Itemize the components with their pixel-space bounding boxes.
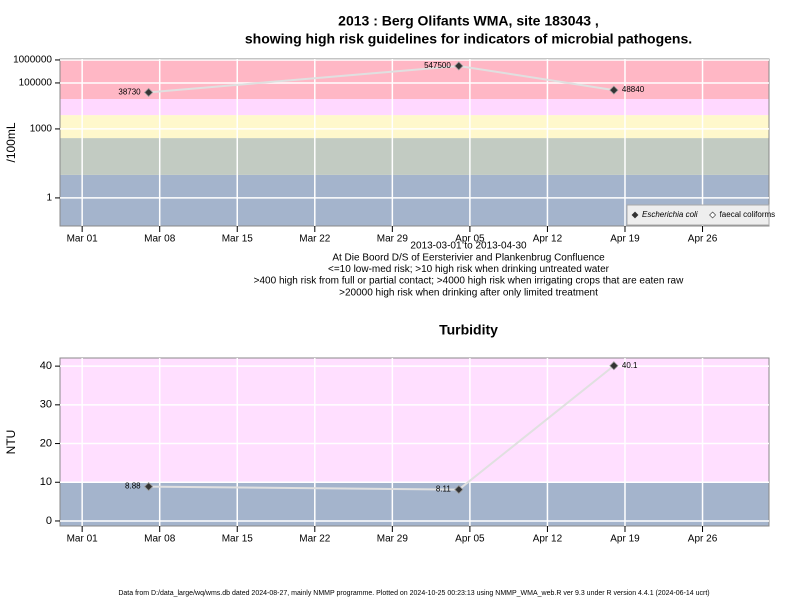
risk-band: [60, 59, 769, 100]
x-tick-label: Mar 08: [144, 234, 176, 245]
x-tick-label: Mar 22: [299, 534, 331, 545]
value-label: 48840: [622, 85, 645, 94]
x-tick-label: Apr 19: [610, 534, 640, 545]
note-line: >400 high risk from full or partial cont…: [254, 276, 684, 287]
y-tick-label: 1000: [30, 124, 53, 135]
footer: Data from D:/data_large/wq/wms.db dated …: [118, 590, 709, 597]
y-axis-label: NTU: [4, 430, 18, 455]
plot-frame: [59, 357, 770, 527]
y-tick-label: 10: [40, 476, 52, 488]
legend-label: faecal coliforms: [720, 210, 776, 219]
y-tick-label: 20: [40, 437, 52, 449]
x-tick-label: Apr 12: [533, 234, 563, 245]
legend-symbol: [631, 211, 639, 219]
x-tick-label: Apr 05: [455, 234, 485, 245]
y-tick-label: 40: [40, 360, 52, 372]
x-tick-label: Mar 01: [67, 234, 99, 245]
legend-box: [626, 204, 770, 226]
x-tick-label: Apr 12: [533, 534, 563, 545]
data-point: [454, 485, 464, 495]
value-label: 40.1: [622, 361, 638, 370]
note-line: At Die Boord D/S of Eersterivier and Pla…: [332, 252, 605, 263]
note-line: <=10 low-med risk; >10 high risk when dr…: [328, 264, 610, 275]
x-tick-label: Apr 19: [610, 234, 640, 245]
y-tick-label: 100000: [19, 78, 53, 89]
x-tick-label: Mar 22: [299, 234, 331, 245]
y-tick-label: 30: [40, 399, 52, 411]
risk-band: [60, 99, 769, 116]
y-axis-label: /100mL: [4, 122, 18, 162]
value-label: 8.88: [125, 482, 141, 491]
note-line: >20000 high risk when drinking after onl…: [339, 287, 598, 298]
value-label: 547500: [424, 61, 451, 70]
data-point: [144, 482, 154, 492]
x-tick-label: Mar 08: [144, 534, 176, 545]
x-tick-label: Mar 15: [222, 234, 254, 245]
y-tick-label: 1: [46, 193, 52, 204]
risk-band: [60, 115, 769, 139]
x-tick-label: Apr 26: [688, 234, 718, 245]
y-tick-label: 1000000: [13, 55, 52, 66]
x-tick-label: Apr 05: [455, 534, 485, 545]
plot-frame: [59, 58, 770, 227]
legend-symbol: [709, 211, 717, 219]
risk-band: [60, 138, 769, 175]
note-line: 2013-03-01 to 2013-04-30: [410, 241, 527, 252]
x-tick-label: Mar 15: [222, 534, 254, 545]
data-point: [144, 87, 154, 97]
x-tick-label: Mar 29: [377, 534, 409, 545]
x-tick-label: Apr 26: [688, 534, 718, 545]
data-point: [609, 361, 619, 371]
chart-title: Turbidity: [439, 322, 498, 338]
y-tick-label: 0: [46, 515, 52, 527]
data-point: [454, 61, 464, 71]
value-label: 38730: [118, 88, 141, 97]
legend-label: Escherichia coli: [642, 210, 698, 219]
x-tick-label: Mar 29: [377, 234, 409, 245]
data-point: [609, 85, 619, 95]
risk-band: [60, 358, 769, 483]
chart-title: 2013 : Berg Olifants WMA, site 183043 ,: [338, 13, 599, 29]
value-label: 8.11: [436, 485, 452, 494]
x-tick-label: Mar 01: [67, 534, 99, 545]
chart-subtitle: showing high risk guidelines for indicat…: [245, 31, 692, 47]
